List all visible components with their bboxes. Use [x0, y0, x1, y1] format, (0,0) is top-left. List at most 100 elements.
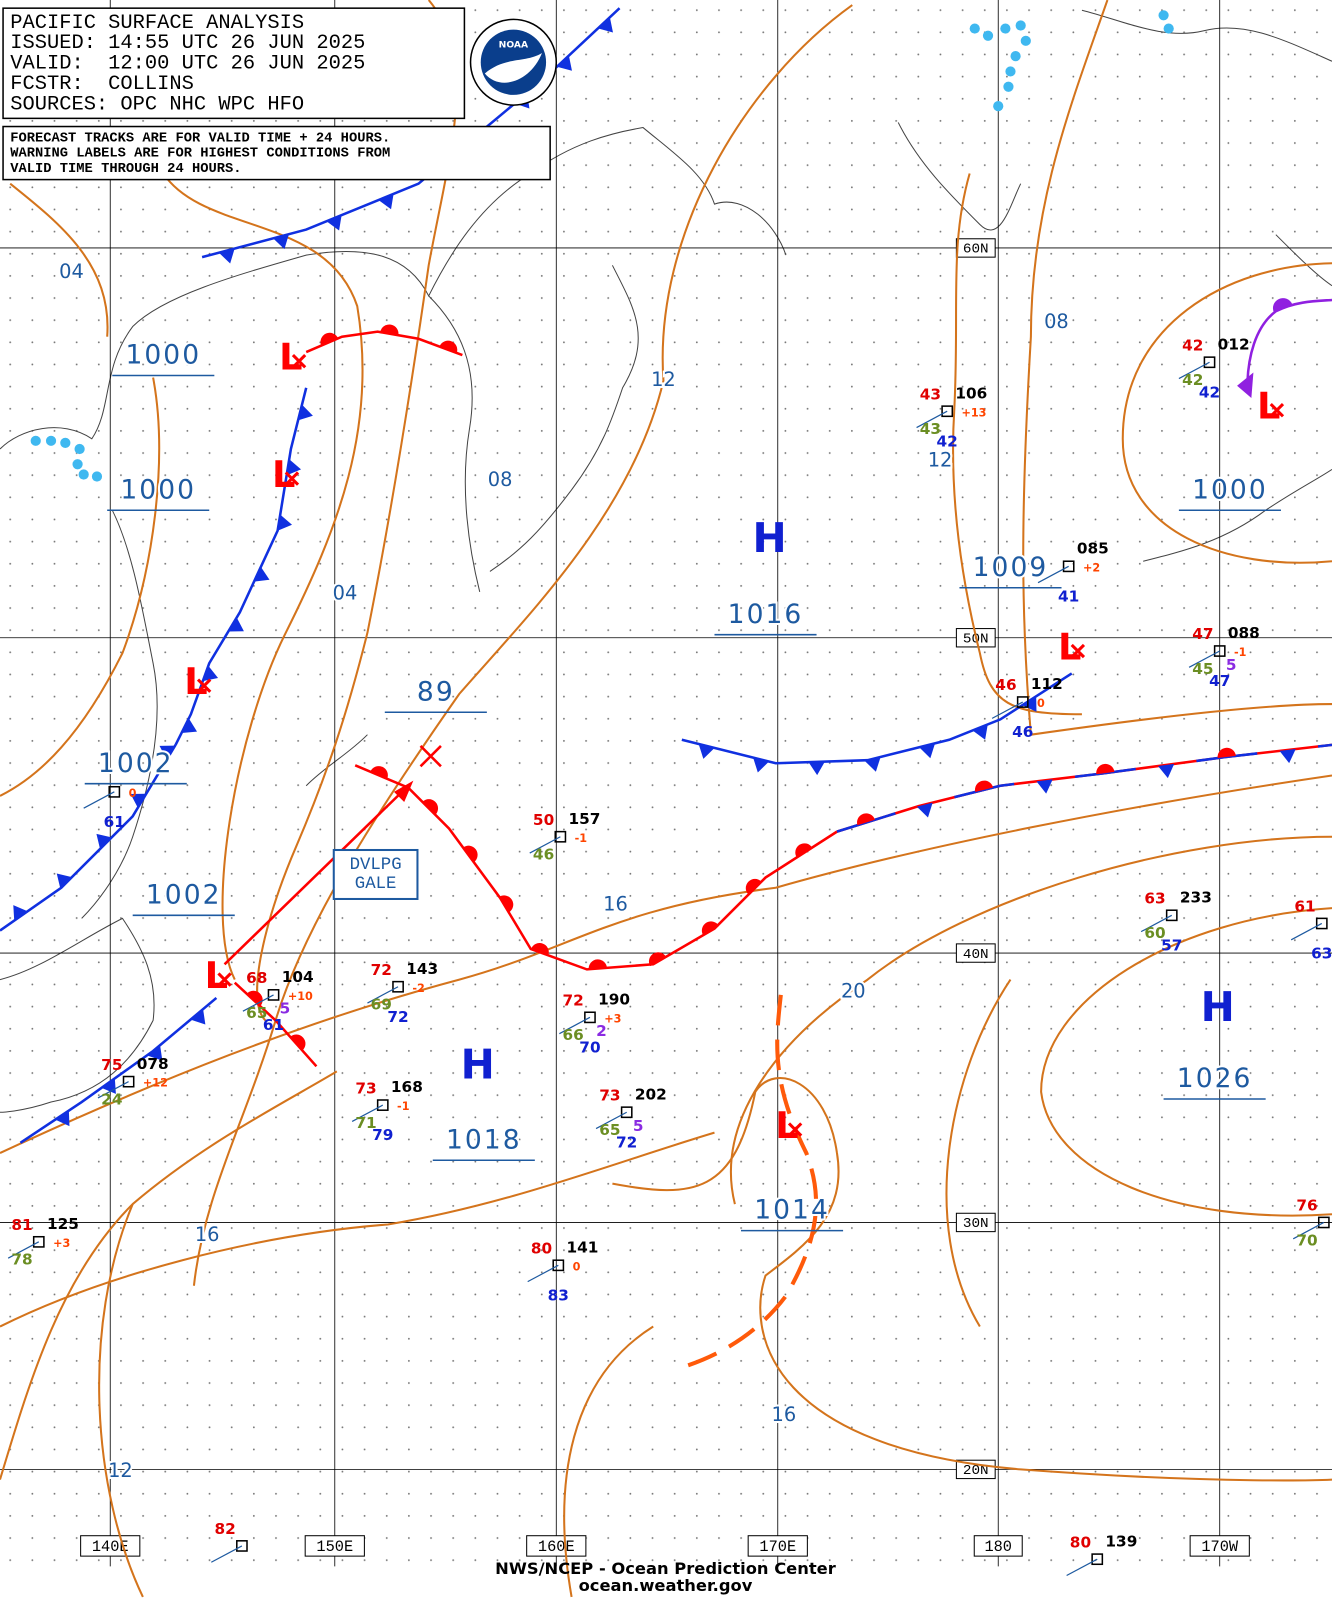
ice-edge	[1020, 35, 1031, 46]
station-wind-barb	[595, 1111, 627, 1130]
footer: NWS/NCEP - Ocean Prediction Center ocean…	[495, 1559, 836, 1595]
warning-text: GALE	[355, 875, 397, 894]
station-symbol	[376, 1099, 389, 1111]
ice-edge	[1015, 20, 1026, 31]
header-title: PACIFIC SURFACE ANALYSIS	[10, 12, 304, 35]
station-temp: 61	[1294, 898, 1315, 916]
station-sst: 57	[1161, 936, 1182, 954]
warm-front-pip	[648, 952, 667, 967]
warm-front-pip	[370, 766, 388, 779]
station-sst: 61	[104, 813, 125, 831]
warm-front-pip	[701, 921, 719, 936]
station-sst: 46	[1012, 723, 1033, 741]
warm-front-pip	[745, 878, 762, 895]
cold-front	[201, 7, 621, 259]
station-tendency: -2	[412, 982, 424, 995]
isobar-label: 08	[1044, 310, 1069, 333]
fronts	[0, 7, 1332, 1370]
isobar-label: 1026	[1177, 1063, 1253, 1094]
station-symbol	[108, 785, 121, 798]
warm-front-pip	[422, 799, 439, 815]
note-line: WARNING LABELS ARE FOR HIGHEST CONDITION…	[10, 147, 390, 162]
cold-front-pip	[326, 215, 342, 231]
lon-label-box	[1189, 1535, 1250, 1557]
lon-label: 140E	[92, 1538, 129, 1556]
station-temp: 43	[920, 385, 941, 403]
lon-label: 170W	[1201, 1538, 1239, 1556]
station-symbol	[32, 1235, 45, 1248]
note-line: VALID TIME THROUGH 24 HOURS.	[10, 162, 241, 177]
station-temp: 68	[246, 969, 267, 987]
station-tendency: +3	[604, 1012, 621, 1025]
cold-front-pip	[919, 743, 936, 759]
station-pressure: 157	[569, 810, 601, 828]
cold-front-pip	[96, 833, 112, 849]
station-sst: 70	[579, 1038, 600, 1056]
cold-front-pip	[190, 1009, 206, 1025]
cold-front-pip	[159, 745, 176, 760]
station-wind-barb	[351, 1104, 384, 1122]
station-temp: 82	[214, 1520, 235, 1538]
station-pressure: 125	[47, 1215, 79, 1233]
header-line: VALID: 12:00 UTC 26 JUN 2025	[10, 53, 365, 76]
station-pressure: 143	[406, 960, 438, 978]
labels: 0410001000100210020489081216161220160812…	[7, 258, 1332, 1577]
isobar-label: 16	[772, 1403, 797, 1426]
low-center: L	[184, 660, 207, 703]
station-symbol	[1203, 356, 1216, 369]
occluded-front-pip	[1272, 298, 1293, 313]
station-temp: 80	[1070, 1533, 1091, 1551]
isobar-label: 16	[603, 893, 628, 916]
station-pressure: 190	[598, 991, 630, 1009]
station-tendency: +13	[961, 406, 986, 419]
station-tendency: -1	[575, 832, 588, 845]
station-symbol	[554, 830, 567, 843]
header-line: ISSUED: 14:55 UTC 26 JUN 2025	[10, 32, 365, 55]
station-temp: 73	[599, 1086, 620, 1104]
ice-edge	[1163, 23, 1174, 34]
station-wind-barb	[210, 1545, 243, 1563]
station-wind-barb	[916, 410, 948, 429]
station-temp: 80	[531, 1239, 552, 1257]
station-sst: 42	[1199, 383, 1220, 401]
high-center: H	[461, 1040, 495, 1088]
header-line: SOURCES: OPC NHC WPC HFO	[10, 93, 304, 116]
cold-front-pip	[254, 566, 270, 582]
station-tendency: +2	[1083, 561, 1100, 574]
isobar-label: 08	[488, 468, 513, 491]
station-pressure: 085	[1077, 539, 1109, 557]
station-symbol	[620, 1106, 633, 1119]
station-wind-barb	[242, 994, 274, 1012]
logo-bird	[484, 53, 542, 83]
isobar-label: 1000	[125, 340, 201, 371]
low-center-mark	[291, 354, 307, 369]
low-center: L	[775, 1104, 798, 1147]
ice-edge	[1005, 66, 1016, 77]
station-wind-barb	[529, 836, 561, 854]
warm-front-pip	[462, 845, 478, 863]
forecast-position	[419, 745, 442, 768]
ice-edge	[1010, 51, 1021, 62]
lon-label: 180	[984, 1538, 1012, 1556]
station-tendency: +12	[143, 1077, 168, 1090]
ice-edge	[30, 435, 41, 446]
lat-label: 30N	[963, 1216, 989, 1232]
station-temp: 46	[995, 676, 1016, 694]
station-temp: 50	[533, 811, 554, 829]
station-symbol	[1165, 909, 1178, 922]
ice-edge	[60, 437, 71, 448]
isobar-label: 1014	[754, 1195, 830, 1226]
station-wind-barb	[1140, 914, 1173, 933]
station-symbol	[267, 989, 280, 1001]
station-temp: 81	[11, 1216, 32, 1234]
station-symbol	[1016, 696, 1029, 708]
station-sst: 79	[372, 1126, 393, 1144]
station-wind-barb	[1037, 565, 1069, 584]
lat-label-box	[955, 238, 996, 258]
warm-front-pip	[439, 340, 458, 353]
isobar-label: 1002	[98, 748, 174, 779]
cold-front-pip	[1279, 749, 1296, 764]
station-wave: 2	[596, 1022, 607, 1040]
cold-front-pip	[286, 459, 302, 476]
